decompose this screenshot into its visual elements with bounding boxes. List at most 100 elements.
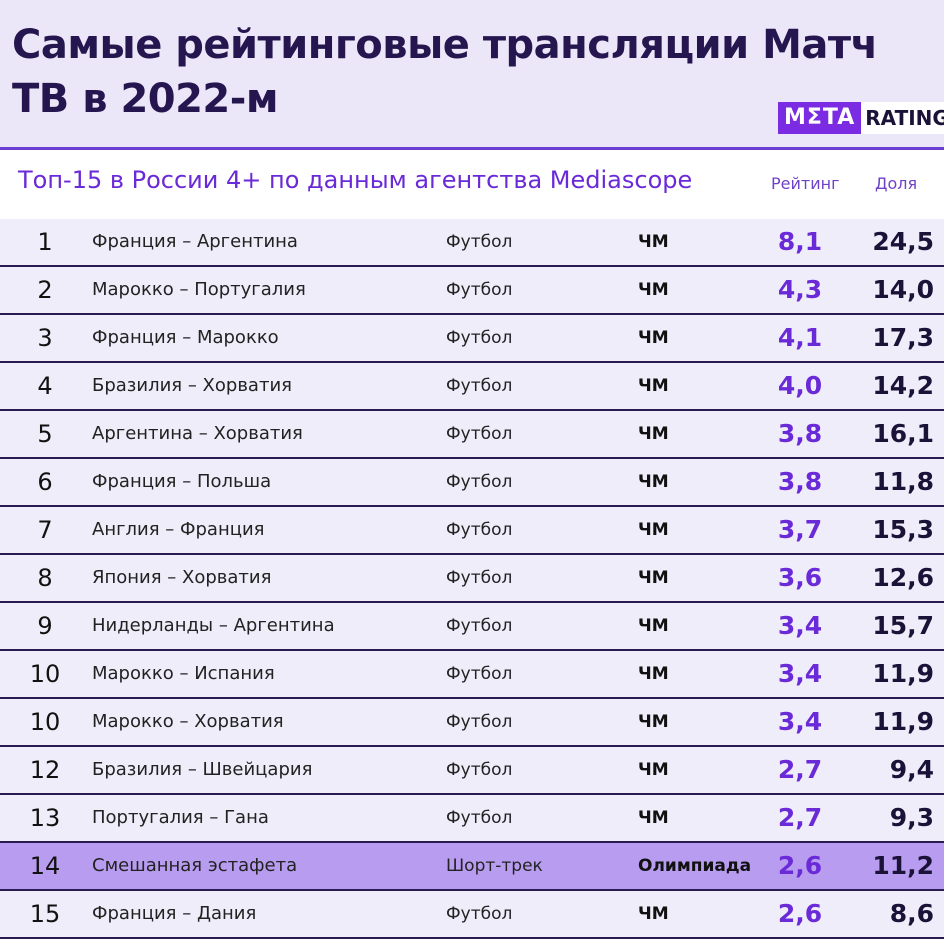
table-row: 5 Аргентина – Хорватия Футбол ЧМ 3,8 16,1 [0,411,944,459]
rating-cell: 3,4 [777,659,823,688]
rating-cell: 3,4 [777,707,823,736]
event-cell: ЧМ [638,376,669,396]
header: Самые рейтинговые трансляции Матч ТВ в 2… [0,0,944,148]
rank-cell: 5 [37,420,53,448]
share-cell: 14,0 [872,275,934,304]
match-cell: Марокко – Португалия [92,279,306,300]
rating-cell: 4,1 [777,323,823,352]
share-cell: 17,3 [872,323,934,352]
share-cell: 11,9 [872,707,934,736]
sport-cell: Футбол [446,712,513,732]
match-cell: Япония – Хорватия [92,567,272,588]
event-cell: ЧМ [638,328,669,348]
event-cell: Олимпиада [638,856,752,876]
table-row: 14 Смешанная эстафета Шорт-трек Олимпиада 2,… [0,843,944,891]
share-cell: 11,8 [872,467,934,496]
subtitle: Топ-15 в России 4+ по данным агентства M… [18,166,693,194]
sport-cell: Футбол [446,232,513,252]
rating-cell: 3,8 [777,419,823,448]
event-cell: ЧМ [638,568,669,588]
logo-meta: MΣTA [778,102,862,134]
rating-cell: 4,0 [777,371,823,400]
sport-cell: Футбол [446,808,513,828]
ratings-table: 1 Франция – Аргентина Футбол ЧМ 8,1 24,5 2 Маро… [0,219,944,939]
event-cell: ЧМ [638,616,669,636]
table-row: 4 Бразилия – Хорватия Футбол ЧМ 4,0 14,2 [0,363,944,411]
sport-cell: Футбол [446,904,513,924]
table-row: 1 Франция – Аргентина Футбол ЧМ 8,1 24,5 [0,219,944,267]
rating-cell: 2,6 [777,899,823,928]
match-cell: Франция – Аргентина [92,231,298,252]
rank-cell: 10 [29,660,61,688]
sport-cell: Футбол [446,568,513,588]
table-row: 2 Марокко – Португалия Футбол ЧМ 4,3 14,0 [0,267,944,315]
match-cell: Смешанная эстафета [92,855,298,876]
match-cell: Португалия – Гана [92,807,269,828]
event-cell: ЧМ [638,232,669,252]
match-cell: Нидерланды – Аргентина [92,615,335,636]
table-row: 3 Франция – Марокко Футбол ЧМ 4,1 17,3 [0,315,944,363]
share-cell: 16,1 [872,419,934,448]
share-cell: 9,3 [889,803,934,832]
rank-cell: 2 [37,276,53,304]
rank-cell: 15 [29,900,61,928]
rank-cell: 9 [37,612,53,640]
subheader: Топ-15 в России 4+ по данным агентства M… [0,150,944,212]
page-title: Самые рейтинговые трансляции Матч ТВ в 2… [12,22,878,122]
share-cell: 11,9 [872,659,934,688]
rating-cell: 4,3 [777,275,823,304]
rating-cell: 3,8 [777,467,823,496]
rank-cell: 7 [37,516,53,544]
share-cell: 12,6 [872,563,934,592]
sport-cell: Футбол [446,472,513,492]
rank-cell: 10 [29,708,61,736]
rank-cell: 14 [29,852,61,880]
match-cell: Франция – Марокко [92,327,279,348]
event-cell: ЧМ [638,664,669,684]
rating-cell: 2,7 [777,803,823,832]
column-header-rating: Рейтинг [771,174,840,193]
match-cell: Марокко – Испания [92,663,275,684]
sport-cell: Футбол [446,520,513,540]
rank-cell: 12 [29,756,61,784]
event-cell: ЧМ [638,520,669,540]
meta-ratings-logo: MΣTA RATINGS [778,102,944,134]
logo-ratings: RATINGS [861,102,944,134]
event-cell: ЧМ [638,472,669,492]
share-cell: 15,3 [872,515,934,544]
rating-cell: 8,1 [777,227,823,256]
match-cell: Франция – Польша [92,471,272,492]
rating-cell: 2,6 [777,851,823,880]
sport-cell: Футбол [446,616,513,636]
sport-cell: Футбол [446,760,513,780]
rating-cell: 2,7 [777,755,823,784]
event-cell: ЧМ [638,712,669,732]
rank-cell: 3 [37,324,53,352]
share-cell: 14,2 [872,371,934,400]
match-cell: Англия – Франция [92,519,265,540]
sport-cell: Футбол [446,280,513,300]
match-cell: Марокко – Хорватия [92,711,284,732]
table-row: 6 Франция – Польша Футбол ЧМ 3,8 11,8 [0,459,944,507]
table-row: 10 Марокко – Хорватия Футбол ЧМ 3,4 11,9 [0,699,944,747]
event-cell: ЧМ [638,424,669,444]
table-row: 13 Португалия – Гана Футбол ЧМ 2,7 9,3 [0,795,944,843]
rank-cell: 6 [37,468,53,496]
sport-cell: Футбол [446,664,513,684]
table-row: 10 Марокко – Испания Футбол ЧМ 3,4 11,9 [0,651,944,699]
event-cell: ЧМ [638,904,669,924]
table-row: 7 Англия – Франция Футбол ЧМ 3,7 15,3 [0,507,944,555]
table-row: 15 Франция – Дания Футбол ЧМ 2,6 8,6 [0,891,944,939]
match-cell: Аргентина – Хорватия [92,423,303,444]
share-cell: 9,4 [889,755,934,784]
table-row: 12 Бразилия – Швейцария Футбол ЧМ 2,7 9,4 [0,747,944,795]
match-cell: Бразилия – Швейцария [92,759,313,780]
share-cell: 8,6 [889,899,934,928]
rating-cell: 3,4 [777,611,823,640]
share-cell: 24,5 [872,227,934,256]
event-cell: ЧМ [638,280,669,300]
sport-cell: Футбол [446,328,513,348]
header-divider [0,147,944,150]
rank-cell: 1 [37,228,53,256]
rank-cell: 4 [37,372,53,400]
